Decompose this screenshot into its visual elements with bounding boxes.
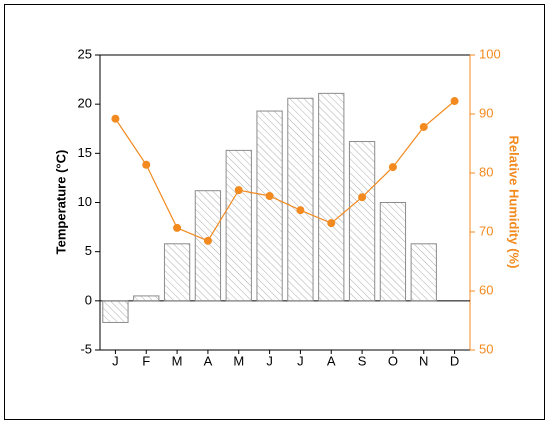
bar xyxy=(102,300,129,323)
x-tick-label: N xyxy=(419,353,428,368)
bar xyxy=(287,97,314,302)
point xyxy=(388,163,397,172)
bar xyxy=(256,110,283,302)
x-tick-label: A xyxy=(327,353,336,368)
y-tick-label: 10 xyxy=(78,194,92,209)
point xyxy=(173,223,182,232)
y2-axis-label: Relative Humidity (%) xyxy=(507,136,522,269)
y-tick-label: -5 xyxy=(80,341,92,356)
point xyxy=(265,192,274,201)
y2-tick-label: 70 xyxy=(479,223,493,238)
bar xyxy=(348,141,376,302)
bar xyxy=(410,243,437,302)
x-tick-label: M xyxy=(172,353,183,368)
x-tick-label: J xyxy=(266,353,273,368)
y-tick-label: 0 xyxy=(85,292,92,307)
y-tick-label: 25 xyxy=(78,46,92,61)
point xyxy=(358,193,367,202)
point xyxy=(234,186,243,195)
y2-tick-label: 60 xyxy=(479,282,493,297)
point xyxy=(142,160,151,169)
x-tick-label: F xyxy=(142,353,150,368)
x-tick-label: O xyxy=(388,353,398,368)
line xyxy=(114,100,455,242)
point xyxy=(450,97,459,106)
point xyxy=(327,219,336,228)
point xyxy=(419,122,428,131)
y-tick-label: 20 xyxy=(78,96,92,111)
x-tick-label: S xyxy=(358,353,367,368)
outer-border xyxy=(4,4,545,420)
y2-tick-label: 80 xyxy=(479,164,493,179)
x-tick-label: M xyxy=(233,353,244,368)
point xyxy=(203,236,212,245)
x-tick-label: J xyxy=(297,353,304,368)
point xyxy=(111,114,120,123)
bar xyxy=(318,92,345,302)
x-tick-label: D xyxy=(450,353,459,368)
x-tick-label: A xyxy=(204,353,213,368)
point xyxy=(296,206,305,215)
y2-tick-label: 90 xyxy=(479,105,493,120)
y-tick-label: 5 xyxy=(85,243,92,258)
bar xyxy=(379,202,407,302)
x-tick-label: J xyxy=(112,353,119,368)
bar xyxy=(163,243,191,302)
bar xyxy=(194,190,222,302)
y-tick-label: 15 xyxy=(78,145,92,160)
y-axis-label: Temperature (°C) xyxy=(53,150,68,255)
y2-tick-label: 50 xyxy=(479,341,493,356)
y2-tick-label: 100 xyxy=(479,46,501,61)
bar xyxy=(225,149,252,302)
bar xyxy=(133,295,160,302)
